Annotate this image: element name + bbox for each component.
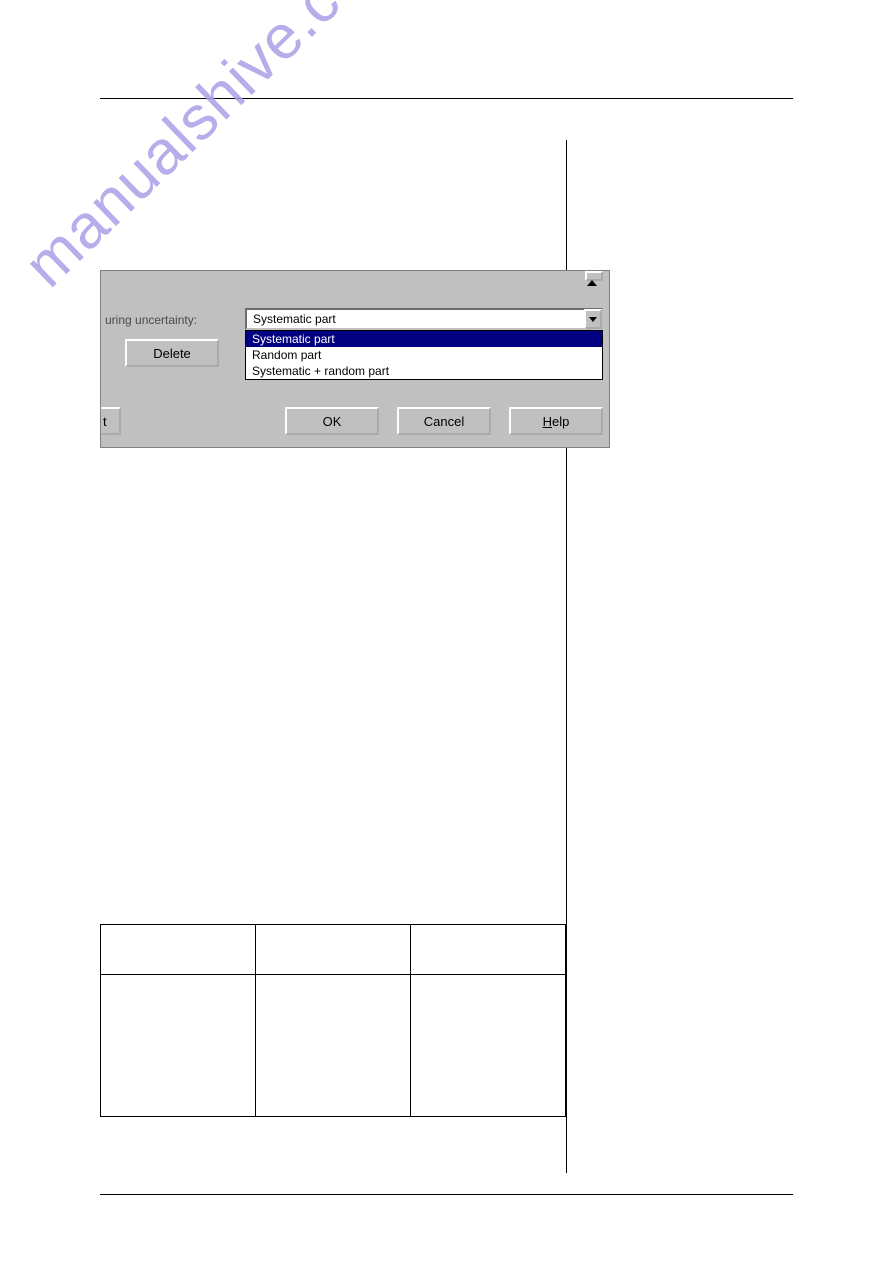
help-button-label: Help [543,414,570,429]
delete-button[interactable]: Delete [125,339,219,367]
cancel-button[interactable]: Cancel [397,407,491,435]
table-cell [255,925,410,975]
data-table [100,924,566,1117]
delete-button-label: Delete [153,346,191,361]
combobox-dropdown-icon[interactable] [584,309,602,329]
button-row: OK Cancel Help [101,407,603,435]
table-cell [101,925,256,975]
table-row [101,975,566,1117]
page-bottom-border [100,1194,793,1195]
help-button[interactable]: Help [509,407,603,435]
dropdown-option-systematic[interactable]: Systematic part [246,331,602,347]
table-cell [255,975,410,1117]
table-row [101,925,566,975]
table-cell [410,975,565,1117]
ok-button-label: OK [323,414,342,429]
page-top-border [100,98,793,99]
scrollbar-arrow-icon[interactable] [585,271,603,281]
table-cell [410,925,565,975]
cancel-button-label: Cancel [424,414,464,429]
dropdown-option-systematic-random[interactable]: Systematic + random part [246,363,602,379]
content-area: uring uncertainty: Systematic part Syste… [100,140,793,1173]
dropdown-list: Systematic part Random part Systematic +… [245,330,603,380]
top-panel [101,271,603,299]
uncertainty-label: uring uncertainty: [105,313,197,327]
uncertainty-combobox[interactable]: Systematic part [245,308,603,330]
table-cell [101,975,256,1117]
dropdown-option-random[interactable]: Random part [246,347,602,363]
ok-button[interactable]: OK [285,407,379,435]
dialog-screenshot: uring uncertainty: Systematic part Syste… [100,270,610,448]
